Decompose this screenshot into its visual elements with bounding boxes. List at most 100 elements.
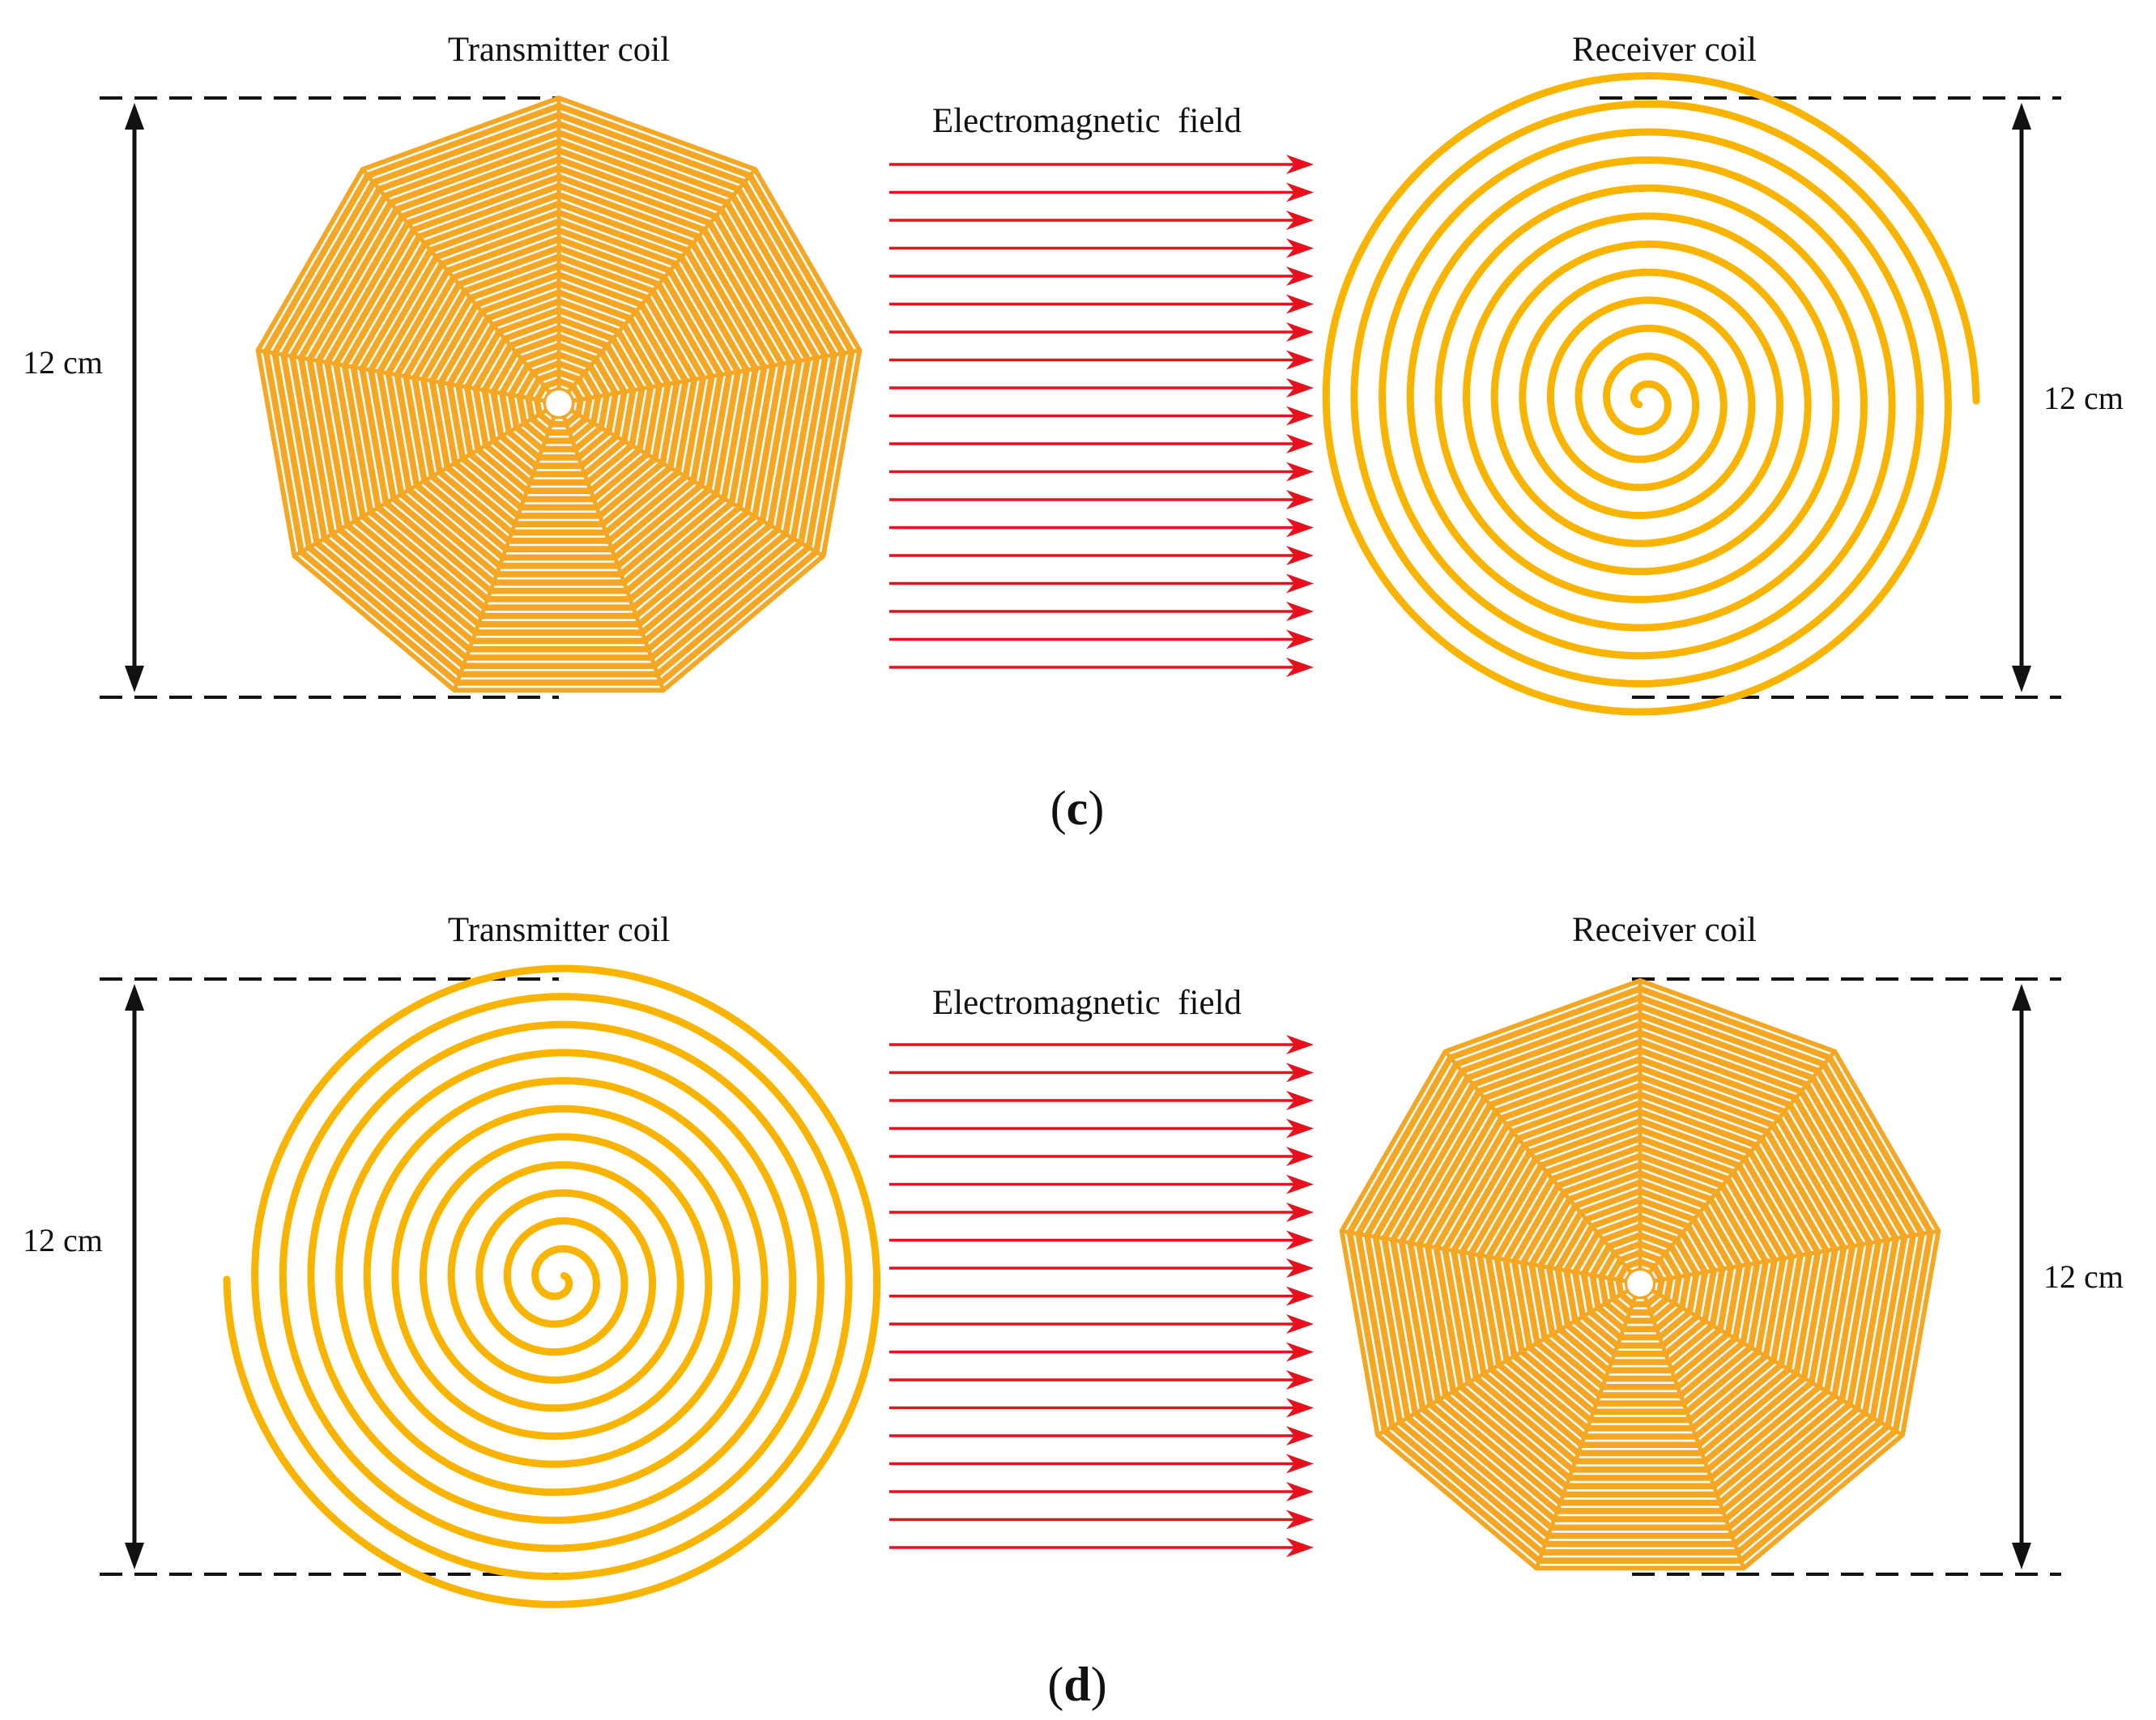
winding-gap <box>1465 1106 1815 1450</box>
spiral-winding <box>1322 72 1980 716</box>
panel-label-letter: d <box>1063 1658 1090 1711</box>
winding-gap <box>540 384 577 421</box>
winding-gap <box>1491 1132 1789 1425</box>
field-arrowhead <box>1286 1230 1314 1250</box>
field-arrow <box>889 266 1314 286</box>
winding-gap <box>400 242 718 555</box>
winding-gap <box>453 296 665 505</box>
winding-gap <box>496 339 621 463</box>
panel-label-c: (c) <box>1050 781 1105 835</box>
transmitter-coil-title: Transmitter coil <box>448 911 670 949</box>
field-arrowhead <box>1286 1258 1314 1278</box>
field-arrowhead <box>1286 238 1314 258</box>
field-arrow <box>889 1342 1314 1362</box>
receiver-coil-title: Receiver coil <box>1572 31 1757 69</box>
field-arrow <box>889 1147 1314 1166</box>
panel-label-open: ( <box>1047 1658 1063 1711</box>
center-hole <box>1627 1271 1653 1296</box>
winding-gap <box>1448 1088 1832 1467</box>
winding-gap <box>391 233 726 563</box>
spiral-winding <box>223 964 881 1608</box>
winding-gap <box>1517 1159 1763 1401</box>
winding-gap <box>444 287 674 513</box>
field-arrowhead <box>1286 434 1314 453</box>
winding-gap <box>409 251 709 547</box>
winding-gap <box>513 357 604 446</box>
spoke <box>292 401 560 559</box>
right-dimension-c <box>1600 96 2061 699</box>
field-arrowhead <box>1286 1035 1314 1054</box>
receiver-spiral-coil <box>1322 72 1980 716</box>
field-arrow <box>889 517 1314 538</box>
panel-label-open: ( <box>1050 781 1067 835</box>
field-arrowhead <box>1286 1370 1314 1390</box>
right-dimension-d <box>1632 977 2061 1576</box>
field-arrow <box>889 1203 1314 1222</box>
spoke <box>1443 1049 1642 1285</box>
field-arrow <box>889 322 1314 342</box>
field-arrow <box>889 155 1314 174</box>
field-arrowhead <box>1286 211 1314 230</box>
winding-gap <box>522 366 595 438</box>
arrowhead-up <box>125 103 144 130</box>
field-arrow <box>889 602 1314 621</box>
winding-gap <box>470 313 648 488</box>
field-arrow <box>889 462 1314 482</box>
field-arrow <box>889 434 1314 453</box>
spoke <box>1639 1228 1940 1286</box>
field-arrowhead <box>1286 378 1314 398</box>
field-arrow <box>889 1258 1314 1278</box>
winding-gap <box>304 144 814 646</box>
field-arrowhead <box>1286 629 1314 649</box>
arrowhead-down <box>2012 666 2031 692</box>
winding-gap <box>1509 1150 1771 1409</box>
winding-gap <box>330 171 787 622</box>
spoke <box>360 167 560 405</box>
winding-gap <box>1570 1211 1711 1351</box>
winding-gap <box>1456 1097 1824 1458</box>
field-arrow <box>889 238 1314 258</box>
field-arrowhead <box>1286 350 1314 370</box>
winding-gap <box>356 198 761 597</box>
field-arrows <box>889 155 1314 677</box>
field-arrowhead <box>1286 1426 1314 1445</box>
panel-d: 12 cm 12 cm Transmitter coil Receiver co… <box>23 911 2124 1711</box>
field-arrow <box>889 294 1314 314</box>
field-arrowhead <box>1286 1118 1314 1139</box>
field-arrowhead <box>1286 1174 1314 1194</box>
field-arrow <box>889 1398 1314 1418</box>
field-arrowhead <box>1286 1203 1314 1222</box>
field-arrowhead <box>1286 1482 1314 1501</box>
spoke <box>257 347 560 406</box>
winding-gap <box>278 118 840 671</box>
winding-gap <box>260 100 858 688</box>
field-arrowhead <box>1286 155 1314 174</box>
panel-label-d: (d) <box>1047 1658 1106 1711</box>
field-arrowhead <box>1286 546 1314 565</box>
field-arrow <box>889 378 1314 398</box>
spoke <box>1638 1281 1905 1437</box>
spoke <box>1638 1283 1746 1570</box>
transmitter-coil-title: Transmitter coil <box>448 31 670 69</box>
winding-gap <box>1596 1238 1685 1326</box>
winding-gap <box>1395 1036 1885 1517</box>
field-arrow <box>889 629 1314 649</box>
winding-gap <box>287 126 831 663</box>
receiver-coil-title: Receiver coil <box>1572 911 1757 949</box>
spoke <box>557 167 757 405</box>
winding-gap <box>418 260 700 539</box>
field-arrowhead <box>1286 1342 1314 1362</box>
field-arrowhead <box>1286 573 1314 594</box>
field-arrowhead <box>1286 1314 1314 1334</box>
field-arrowhead <box>1286 1454 1314 1474</box>
field-arrowhead <box>1286 1538 1314 1557</box>
winding-gap <box>1621 1264 1659 1301</box>
spoke <box>558 347 861 406</box>
left-dimension-label: 12 cm <box>23 1222 103 1258</box>
panel-label-close: ) <box>1091 1658 1107 1711</box>
winding-gap <box>1353 991 1928 1558</box>
winding-gap <box>1561 1203 1719 1360</box>
spoke <box>556 402 666 692</box>
field-arrows <box>889 1035 1314 1557</box>
